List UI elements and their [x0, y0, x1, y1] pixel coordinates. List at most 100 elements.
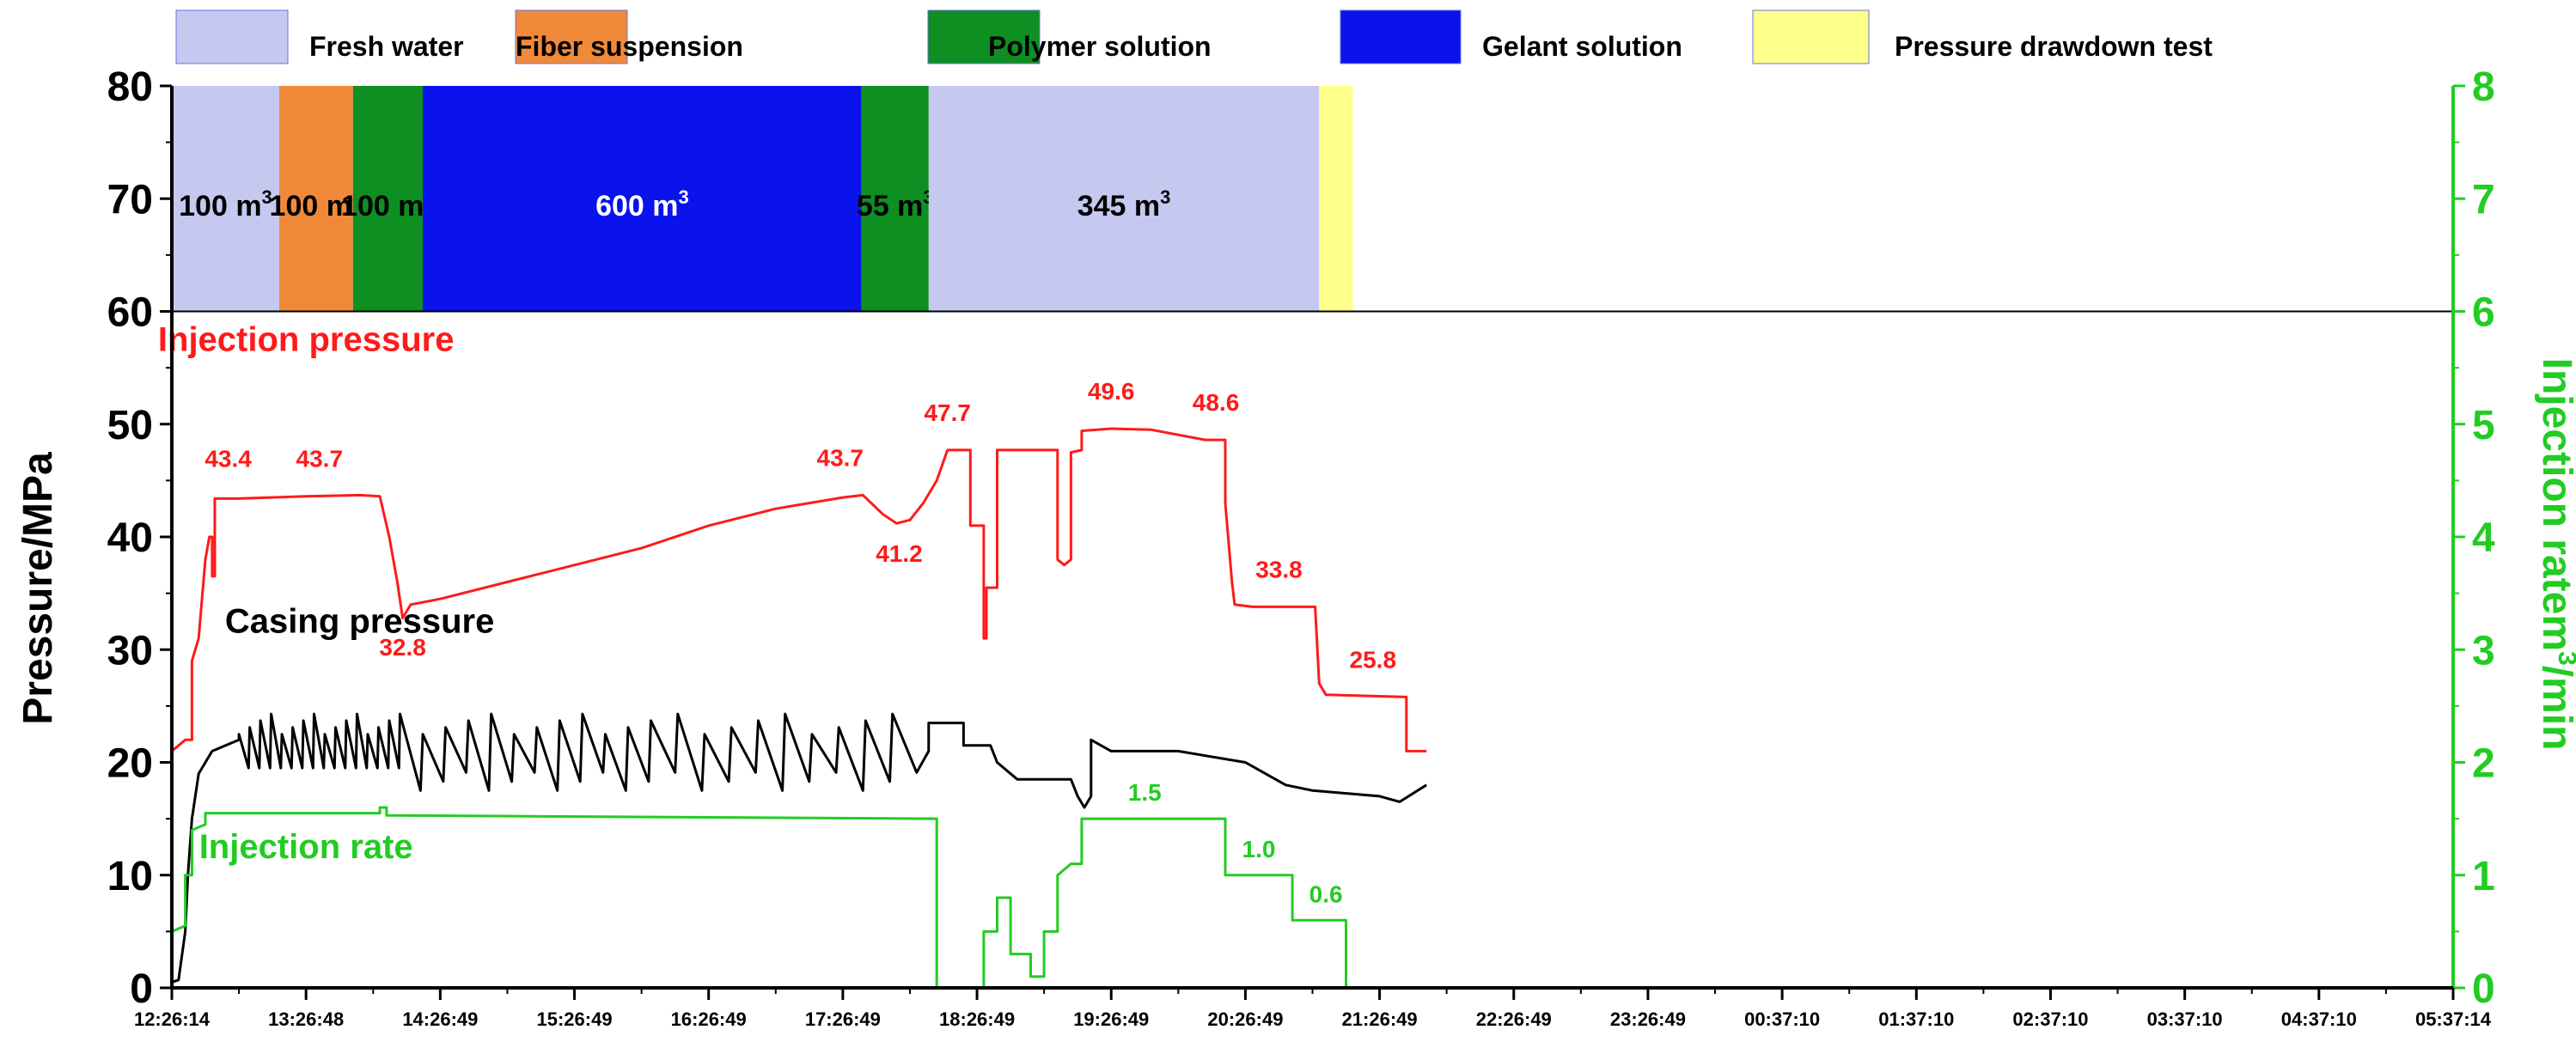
value-label: 47.7: [924, 399, 971, 426]
y-left-tick-label: 20: [107, 741, 153, 787]
y-right-tick-label: 4: [2472, 515, 2495, 561]
stage-rect: [1319, 86, 1353, 312]
series-labels: Injection pressure Casing pressure Injecti…: [158, 320, 494, 866]
legend-swatch: [1340, 9, 1462, 64]
stage-band: 345 m3: [928, 86, 1320, 312]
y-right-axis-title-sup: 3: [2553, 651, 2576, 666]
value-label: 43.4: [204, 446, 252, 472]
stage-volume: 100 m3: [179, 186, 272, 222]
x-tick-label: 12:26:14: [134, 1008, 211, 1030]
legend-swatch: [1752, 9, 1870, 64]
x-tick-label: 20:26:49: [1207, 1008, 1283, 1030]
series-label: Injection pressure: [158, 320, 455, 358]
y-left-tick-label: 10: [107, 854, 153, 899]
x-tick-label: 17:26:49: [805, 1008, 881, 1030]
legend-item: Polymer solution: [927, 9, 1212, 64]
stage-rect: [352, 86, 424, 312]
legend-swatch: [927, 9, 1041, 64]
y-right-tick-label: 3: [2472, 628, 2495, 673]
y-right-axis-title-suffix: /min: [2534, 666, 2576, 751]
legend-item: Fresh water: [175, 9, 464, 64]
x-tick-label: 13:26:48: [268, 1008, 344, 1030]
y-right-axis-title: Injection ratem3/min: [2534, 358, 2576, 751]
value-label: 43.7: [296, 446, 344, 472]
stage-volume-value: 600 m: [595, 190, 678, 222]
stage-band: 100 m3: [341, 86, 435, 312]
y-left-tick-label: 30: [107, 628, 153, 673]
axes: 0 10 20 30 40 50 60 70 80 0 1 2 3 4 5 6 7 8 12:26:14 13:26:…: [15, 64, 2576, 1030]
y-right-tick-label: 6: [2472, 290, 2495, 336]
stage-volume-value: 55 m: [857, 190, 924, 222]
y-left-tick-label: 40: [107, 515, 153, 561]
y-right-tick-label: 8: [2472, 64, 2495, 110]
x-tick-label: 01:37:10: [1878, 1008, 1954, 1030]
value-label: 32.8: [379, 634, 426, 661]
annotations: 43.4 43.7 32.8 43.7 41.2 47.7 49.6 48.6 33.8 25.8…: [204, 378, 1396, 907]
value-label: 1.0: [1242, 836, 1276, 862]
series-line: [171, 427, 1427, 752]
y-right-tick-label: 7: [2472, 177, 2495, 222]
y-left-tick-label: 60: [107, 290, 153, 336]
x-tick-label: 02:37:10: [2012, 1008, 2088, 1030]
value-label: 49.6: [1088, 378, 1135, 405]
legend-label: Pressure drawdown test: [1895, 31, 2213, 62]
stage-volume-unit: 3: [262, 186, 272, 208]
stage-band: 100 m3: [172, 86, 279, 312]
y-left-tick-label: 0: [130, 966, 153, 1012]
x-tick-label: 04:37:10: [2281, 1008, 2357, 1030]
legend-item: Fiber suspension: [515, 9, 743, 64]
legend-item: Pressure drawdown test: [1752, 9, 2213, 64]
series-lines: [171, 427, 1427, 990]
stage-band: 55 m3: [857, 86, 934, 312]
series-label: Casing pressure: [225, 603, 494, 641]
stage-rect: [861, 86, 929, 312]
stage-rect: [172, 86, 279, 312]
x-tick-label: 14:26:49: [402, 1008, 478, 1030]
stage-volume-unit: 3: [678, 186, 688, 208]
stage-rect: [423, 86, 862, 312]
legend: Fresh water Fiber suspension Polymer solut…: [175, 9, 2213, 64]
stage-band: 100 m3: [270, 86, 363, 312]
x-tick-label: 21:26:49: [1342, 1008, 1418, 1030]
x-tick-label: 00:37:10: [1744, 1008, 1820, 1030]
stage-band: 600 m3: [423, 86, 862, 312]
x-tick-label: 18:26:49: [939, 1008, 1015, 1030]
stage-volume: 100 m3: [341, 186, 435, 222]
legend-swatch: [515, 9, 628, 64]
value-label: 33.8: [1255, 556, 1303, 582]
x-tick-label: 19:26:49: [1073, 1008, 1149, 1030]
y-right-axis-title-main: Injection rate: [2534, 358, 2576, 615]
y-left-tick-label: 50: [107, 403, 153, 448]
x-tick-label: 22:26:49: [1476, 1008, 1552, 1030]
y-left-tick-label: 80: [107, 64, 153, 110]
series-label: Injection rate: [199, 828, 413, 866]
stage-volume-value: 100 m: [179, 190, 261, 222]
stage-rect: [928, 86, 1320, 312]
series-line: [171, 712, 1427, 984]
x-tick-label: 03:37:10: [2147, 1008, 2223, 1030]
stage-rect: [278, 86, 353, 312]
y-right-tick-label: 2: [2472, 741, 2495, 787]
stage-volume: 600 m3: [595, 186, 689, 222]
series-line: [171, 806, 1347, 990]
value-label: 41.2: [876, 540, 923, 567]
stage-band: [1319, 86, 1353, 312]
x-tick-label: 05:37:14: [2415, 1008, 2492, 1030]
value-label: 48.6: [1193, 389, 1240, 416]
stage-volume-unit: 3: [1160, 186, 1170, 208]
legend-swatch: [175, 9, 289, 64]
y-right-axis-title-unit: m: [2534, 614, 2576, 651]
legend-item: Gelant solution: [1340, 9, 1682, 64]
value-label: 25.8: [1350, 646, 1397, 673]
value-label: 43.7: [817, 444, 864, 471]
legend-label: Gelant solution: [1482, 31, 1682, 62]
stage-volume-value: 345 m: [1077, 190, 1160, 222]
x-tick-label: 16:26:49: [671, 1008, 747, 1030]
y-left-axis-title: Pressure/MPa: [15, 452, 61, 725]
x-tick-label: 23:26:49: [1610, 1008, 1686, 1030]
y-right-tick-label: 5: [2472, 403, 2495, 448]
value-label: 0.6: [1309, 880, 1343, 907]
y-left-tick-label: 70: [107, 177, 153, 222]
